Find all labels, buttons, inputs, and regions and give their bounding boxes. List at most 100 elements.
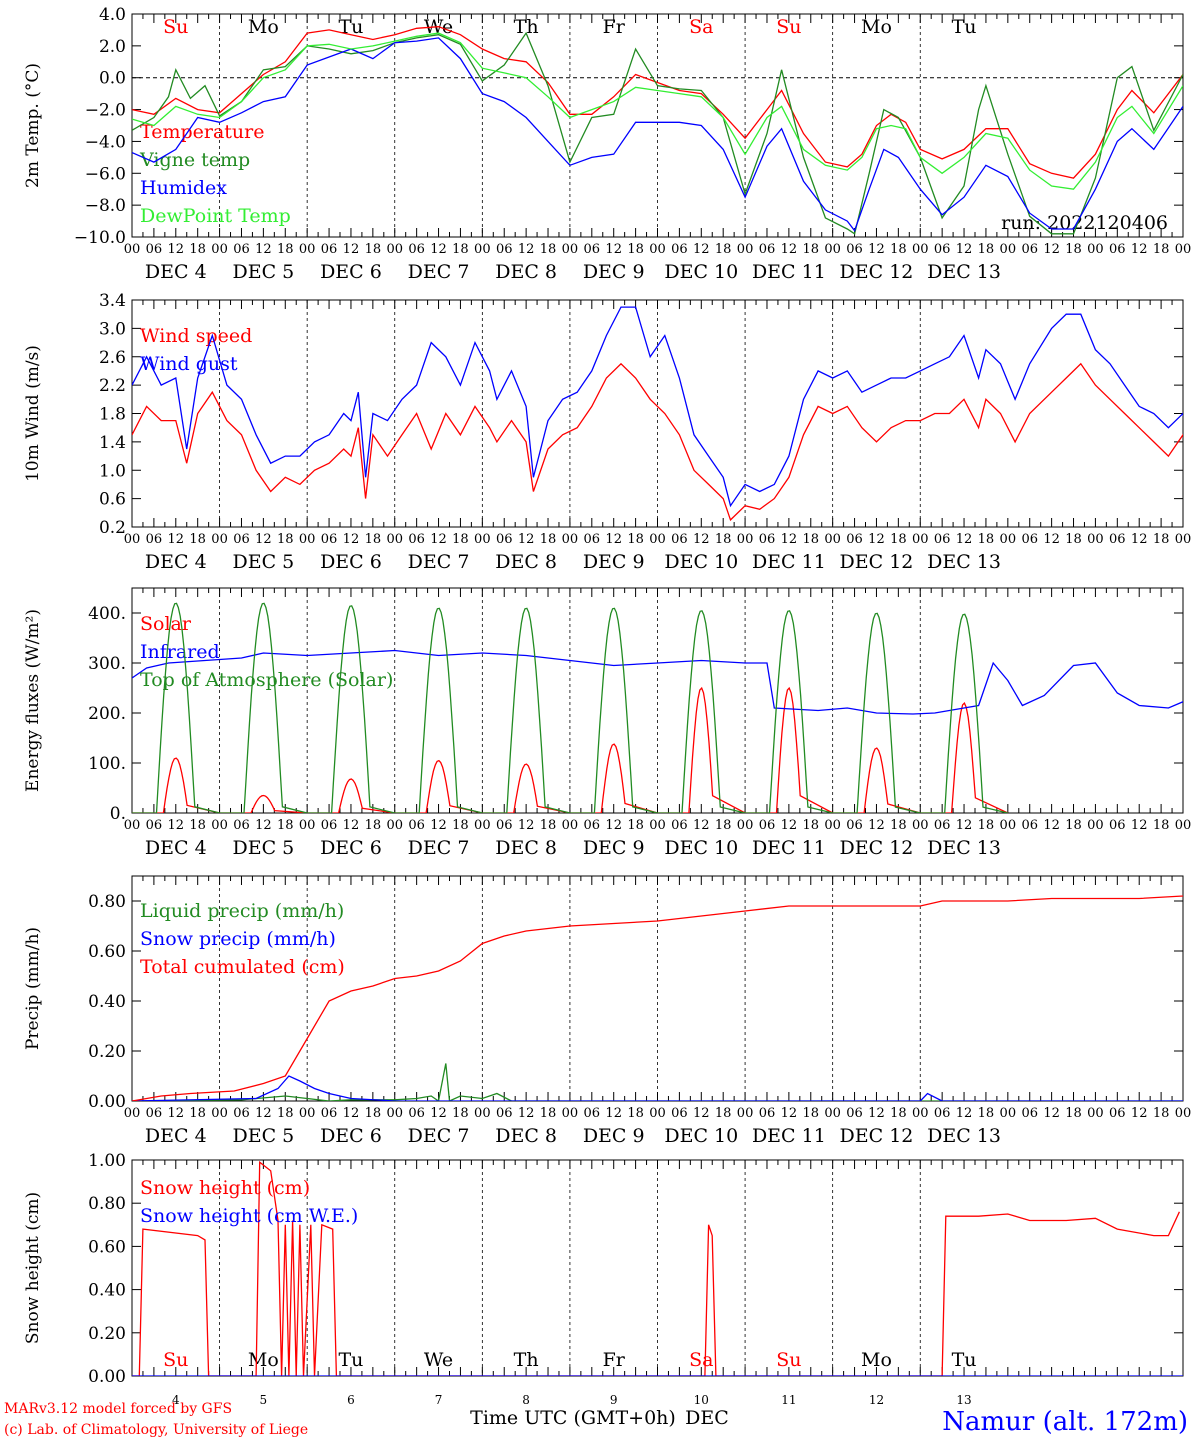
precip-panel: 0.80 0.60 0.40 0.20 0.00 Precip (mm/h) 00 06 12 1…	[23, 875, 1191, 1147]
day-number-label: 8	[522, 1393, 530, 1407]
hour-label: 00	[912, 1106, 929, 1121]
hour-label: 18	[715, 818, 732, 833]
hour-label: 12	[1043, 242, 1060, 257]
y-tick-label: 3.0	[99, 319, 126, 339]
day-number-label: 12	[869, 1393, 884, 1407]
hour-label: 18	[978, 242, 995, 257]
hour-label: 00	[649, 818, 666, 833]
hour-label: 12	[1131, 818, 1148, 833]
hour-label: 12	[1043, 532, 1060, 547]
hour-label: 00	[211, 532, 228, 547]
hour-label: 18	[1153, 818, 1170, 833]
hour-label: 00	[1000, 1106, 1017, 1121]
weekday-label: Mo	[861, 1349, 892, 1371]
y-tick-label: 2.0	[99, 37, 126, 57]
hour-label: 12	[255, 1106, 272, 1121]
date-label: DEC 13	[927, 261, 1001, 283]
date-label: DEC 5	[232, 837, 294, 859]
hour-label: 18	[978, 818, 995, 833]
hour-label: 00	[386, 1106, 403, 1121]
y-tick-label: 300.	[88, 654, 126, 674]
date-label: DEC 13	[927, 837, 1001, 859]
hour-label: 00	[474, 532, 491, 547]
hour-label: 06	[146, 818, 163, 833]
hour-label: 00	[1000, 532, 1017, 547]
y-tick-label: 0.00	[88, 1367, 126, 1387]
hour-label: 12	[1131, 1106, 1148, 1121]
date-label: DEC 6	[320, 837, 382, 859]
hour-label: 12	[605, 1106, 622, 1121]
y-tick-label: 0.60	[88, 942, 126, 962]
y-tick-label: 400.	[88, 604, 126, 624]
hour-label: 18	[540, 1106, 557, 1121]
weekday-label: Fr	[603, 1349, 626, 1371]
series-line-infrared	[132, 649, 1183, 715]
hour-label: 12	[255, 818, 272, 833]
hour-label: 18	[1065, 818, 1082, 833]
hour-label: 12	[518, 818, 535, 833]
hour-label: 00	[562, 242, 579, 257]
hour-label: 00	[824, 818, 841, 833]
date-label: DEC 12	[840, 551, 914, 573]
hour-label: 12	[1131, 532, 1148, 547]
weekday-label: Su	[163, 1349, 188, 1371]
hour-label: 06	[1109, 818, 1126, 833]
day-number-label: 9	[610, 1393, 618, 1407]
day-number-label: 5	[260, 1393, 268, 1407]
hour-label: 00	[824, 242, 841, 257]
hour-label: 00	[211, 1106, 228, 1121]
hour-label: 06	[846, 242, 863, 257]
x-axis-label: Time UTC (GMT+0h)	[470, 1407, 676, 1429]
hour-label: 00	[1000, 818, 1017, 833]
weekday-label: Tu	[338, 16, 363, 38]
hour-label: 18	[540, 818, 557, 833]
y-tick-label: −6.0	[85, 164, 126, 184]
weekday-label: Tu	[952, 1349, 977, 1371]
hour-label: 06	[408, 532, 425, 547]
hour-label: 00	[1087, 242, 1104, 257]
hour-label: 06	[321, 1106, 338, 1121]
legend-entry: Solar	[140, 613, 192, 635]
date-label: DEC 9	[583, 1125, 645, 1147]
y-tick-label: 200.	[88, 704, 126, 724]
hour-label: 12	[693, 242, 710, 257]
y-tick-label: 100.	[88, 754, 126, 774]
hour-label: 18	[189, 1106, 206, 1121]
date-label: DEC 12	[840, 1125, 914, 1147]
hour-label: 18	[627, 818, 644, 833]
hour-label: 18	[540, 242, 557, 257]
series-line-total-cumulated-cm-	[132, 895, 1183, 1101]
y-tick-label: 0.40	[88, 992, 126, 1012]
hour-label: 00	[124, 1106, 141, 1121]
temperature-panel: 4.0 2.0 0.0 −2.0 −4.0 −6.0 −8.0 −10.0 2m Temp. (…	[23, 5, 1191, 283]
hour-label: 00	[737, 818, 754, 833]
hour-label: 12	[868, 818, 885, 833]
y-tick-label: 3.4	[99, 291, 126, 311]
hour-label: 06	[934, 1106, 951, 1121]
hour-label: 00	[474, 1106, 491, 1121]
y-tick-label: 0.2	[99, 518, 126, 538]
hour-label: 00	[211, 242, 228, 257]
hour-label: 06	[846, 532, 863, 547]
weekday-label: Tu	[338, 1349, 363, 1371]
y-tick-label: 0.0	[99, 69, 126, 89]
y-axis-label: 10m Wind (m/s)	[23, 345, 43, 482]
hour-label: 06	[934, 242, 951, 257]
y-tick-label: −8.0	[85, 196, 126, 216]
hour-label: 06	[1109, 242, 1126, 257]
hour-label: 00	[737, 242, 754, 257]
date-label: DEC 13	[927, 551, 1001, 573]
date-label: DEC 12	[840, 837, 914, 859]
hour-label: 06	[934, 818, 951, 833]
hour-label: 00	[299, 1106, 316, 1121]
series-line-vigne-temp	[132, 31, 1183, 235]
legend-entry: Snow precip (mm/h)	[140, 928, 336, 950]
date-label: DEC 8	[495, 261, 557, 283]
hour-label: 18	[277, 532, 294, 547]
energy-panel: 400. 300. 200. 100. 0. Energy fluxes (W/m²) 00…	[23, 587, 1191, 859]
y-tick-label: 4.0	[99, 5, 126, 25]
hour-label: 12	[343, 1106, 360, 1121]
hour-label: 06	[496, 242, 513, 257]
date-label: DEC 8	[495, 551, 557, 573]
hour-label: 18	[1065, 532, 1082, 547]
